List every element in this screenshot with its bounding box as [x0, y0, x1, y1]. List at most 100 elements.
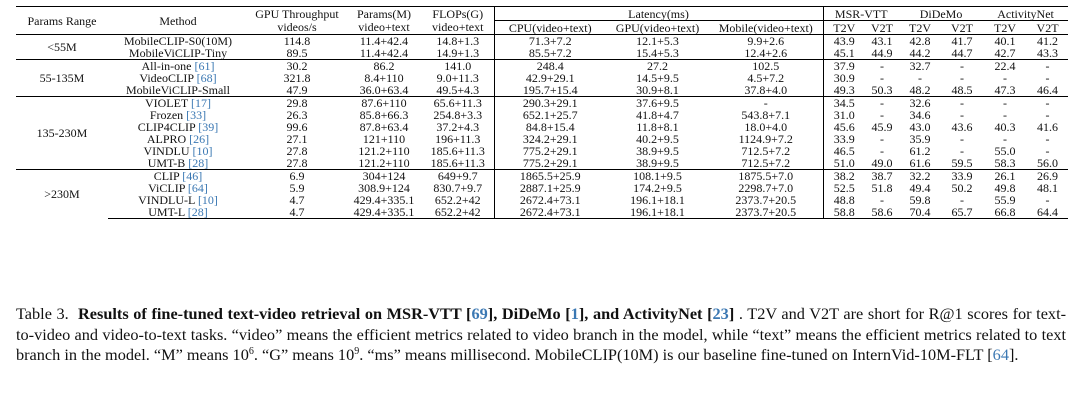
- gpu-throughput-cell: 99.6: [286, 120, 308, 134]
- table-row: Frozen [33] 26.3 85.8+66.3 254.8+3.3 652.1+2…: [16, 109, 1068, 121]
- msrvtt-v2t-cell: -: [865, 59, 900, 72]
- method-cell: MobileViCLIP-Small: [108, 84, 248, 97]
- header-didemo-t2v: T2V: [899, 20, 942, 35]
- didemo-t2v-cell: 44.2: [909, 46, 931, 60]
- latency-gpu-cell: 40.2+9.5: [636, 132, 679, 146]
- didemo-v2t-cell: -: [960, 193, 965, 207]
- gpu-throughput-cell: 29.8: [248, 96, 346, 109]
- method-name: MobileCLIP-S0(10M): [124, 34, 232, 48]
- latency-mobile-cell: 12.4+2.6: [744, 46, 788, 60]
- caption-cite-msrvtt[interactable]: 69: [471, 304, 488, 323]
- flops-cell: 14.8+1.3: [422, 34, 494, 47]
- didemo-t2v-cell: -: [918, 71, 923, 85]
- flops-cell: 9.0+11.3: [436, 71, 479, 85]
- msrvtt-t2v-cell: 37.9: [822, 59, 865, 72]
- flops-cell: 652.2+42: [434, 193, 481, 207]
- didemo-v2t-cell: -: [941, 59, 984, 72]
- method-cell: VINDLU [10]: [108, 145, 248, 157]
- activitynet-t2v-cell: 66.8: [983, 206, 1028, 219]
- didemo-v2t-cell: 50.2: [951, 181, 973, 195]
- method-citation[interactable]: [28]: [188, 156, 209, 170]
- caption-sup-g: 9: [354, 346, 360, 357]
- method-name: CLIP4CLIP: [137, 120, 199, 134]
- params-range-cell: 135-230M: [16, 96, 108, 170]
- msrvtt-t2v-cell: 45.6: [822, 121, 865, 133]
- method-cell: MobileCLIP-S0(10M): [108, 34, 248, 48]
- table-header: Params Range Method GPU Throughput Param…: [16, 6, 1069, 35]
- params-cell: 36.0+63.4: [359, 83, 409, 97]
- didemo-t2v-cell: 48.2: [909, 83, 931, 97]
- msrvtt-v2t-cell: 49.0: [871, 156, 893, 170]
- table-row: MobileViCLIP-Tiny 89.5 11.4+42.4 14.9+1.3 85…: [16, 47, 1068, 60]
- table-row: 135-230M VIOLET [17] 29.8 87.6+110 65.6+11.3…: [16, 96, 1069, 170]
- gpu-throughput-cell: 4.7: [289, 193, 305, 207]
- activitynet-v2t-cell: -: [1045, 132, 1050, 146]
- caption-cite-didemo[interactable]: 1: [570, 304, 579, 323]
- header-latency-cpu: CPU(video+text): [493, 20, 606, 35]
- method-citation[interactable]: [61]: [194, 59, 215, 73]
- method-citation[interactable]: [33]: [186, 108, 207, 122]
- method-name: UMT-B: [147, 156, 189, 170]
- method-citation[interactable]: [39]: [198, 120, 219, 134]
- header-params-unit: video+text: [346, 20, 422, 35]
- table-row: >230M CLIP [46] 6.9 304+124 649+9.7 1865.5+25…: [16, 169, 1069, 219]
- msrvtt-t2v-cell: 48.8: [822, 194, 865, 206]
- method-citation[interactable]: [64]: [187, 181, 208, 195]
- caption-cite-internvid[interactable]: 64: [992, 345, 1009, 364]
- msrvtt-t2v-cell: 38.2: [822, 169, 865, 182]
- gpu-throughput-cell: 5.9: [289, 181, 305, 195]
- method-name: VideoCLIP: [139, 71, 197, 85]
- didemo-t2v-cell: 43.0: [909, 120, 931, 134]
- caption-cite-activitynet[interactable]: 23: [712, 304, 729, 323]
- activitynet-t2v-cell: -: [1003, 132, 1008, 146]
- gpu-throughput-cell: 27.8: [286, 156, 308, 170]
- activitynet-t2v-cell: 26.1: [983, 169, 1028, 182]
- msrvtt-t2v-cell: 30.9: [822, 72, 865, 84]
- msrvtt-t2v-cell: 51.0: [822, 157, 865, 170]
- method-name: VINDLU: [143, 144, 193, 158]
- method-citation[interactable]: [68]: [196, 71, 217, 85]
- method-name: VINDLU-L: [138, 193, 198, 207]
- latency-cpu-cell: 1865.5+25.9: [493, 169, 606, 182]
- latency-cpu-cell: 2887.1+25.9: [493, 182, 606, 194]
- latency-gpu-cell: 12.1+5.3: [606, 34, 709, 47]
- latency-cpu-cell: 84.8+15.4: [493, 121, 606, 133]
- method-citation[interactable]: [17]: [191, 96, 212, 110]
- params-cell: 121.2+110: [358, 156, 410, 170]
- method-citation[interactable]: [28]: [187, 205, 208, 219]
- flops-cell: 254.8+3.3: [433, 108, 483, 122]
- latency-cpu-cell: 324.2+29.1: [493, 133, 606, 145]
- method-citation[interactable]: [26]: [189, 132, 210, 146]
- didemo-t2v-cell: 32.6: [899, 96, 942, 109]
- method-citation[interactable]: [10]: [197, 193, 218, 207]
- activitynet-t2v-cell: 55.0: [994, 144, 1016, 158]
- params-cell: 308.9+124: [358, 181, 410, 195]
- table-row: VideoCLIP [68] 321.8 8.4+110 9.0+11.3 42.9+2…: [16, 72, 1068, 84]
- header-params-range: Params Range: [16, 6, 108, 35]
- latency-mobile-cell: 712.5+7.2: [741, 144, 791, 158]
- table-row: MobileViCLIP-Small 47.9 36.0+63.4 49.5+4.3 1…: [16, 84, 1068, 97]
- activitynet-v2t-cell: 46.4: [1037, 83, 1059, 97]
- method-cell: VideoCLIP [68]: [108, 72, 248, 84]
- params-range-cell: >230M: [16, 169, 108, 219]
- latency-mobile-cell: 543.8+7.1: [741, 108, 791, 122]
- method-citation[interactable]: [10]: [192, 144, 213, 158]
- header-didemo: DiDeMo: [899, 6, 984, 21]
- params-range-cell: <55M: [16, 34, 108, 60]
- header-method: Method: [108, 6, 248, 35]
- flops-cell: 14.9+1.3: [436, 46, 480, 60]
- activitynet-t2v-cell: 55.9: [994, 193, 1016, 207]
- caption-text-3: . “ms” means millisecond. MobileCLIP(10M…: [359, 345, 984, 364]
- gpu-throughput-cell: 321.8: [283, 71, 311, 85]
- header-activitynet-v2t: V2T: [1027, 20, 1069, 35]
- activitynet-v2t-cell: -: [1045, 71, 1050, 85]
- gpu-throughput-cell: 114.8: [248, 34, 346, 47]
- gpu-throughput-cell: 27.8: [286, 144, 308, 158]
- header-didemo-v2t: V2T: [941, 20, 984, 35]
- gpu-throughput-cell: 30.2: [248, 59, 346, 72]
- method-citation[interactable]: [46]: [182, 169, 203, 183]
- latency-mobile-cell: 2373.7+20.5: [709, 206, 823, 219]
- params-cell: 429.4+335.1: [346, 206, 422, 219]
- activitynet-t2v-cell: -: [983, 96, 1028, 109]
- table-row: CLIP4CLIP [39] 99.6 87.8+63.4 37.2+4.3 84.8+…: [16, 121, 1068, 133]
